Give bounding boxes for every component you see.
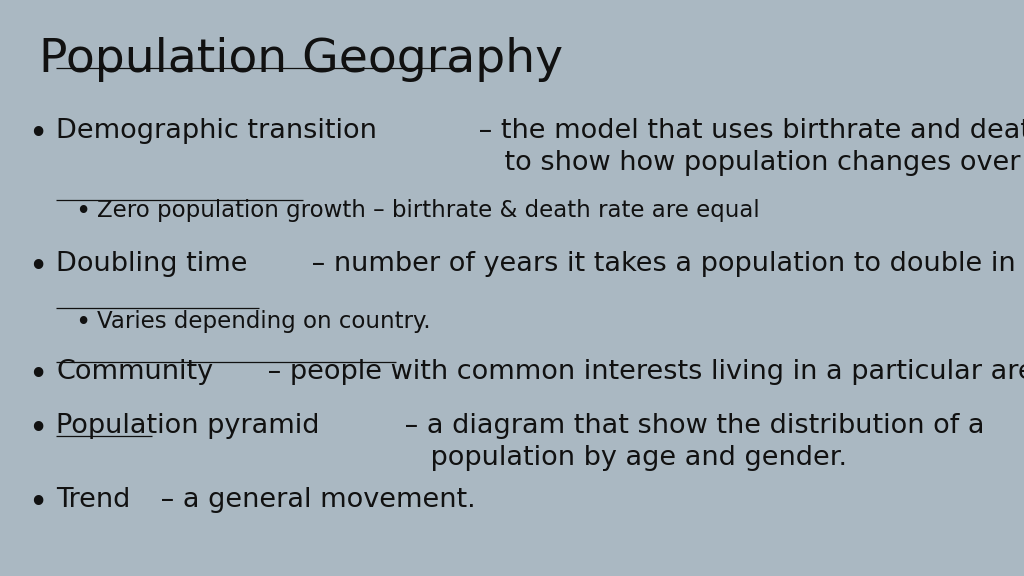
Text: Community: Community [56,359,213,385]
Text: – the model that uses birthrate and death rates
    to show how population chang: – the model that uses birthrate and deat… [470,118,1024,176]
Text: •: • [28,251,47,283]
Text: Zero population growth – birthrate & death rate are equal: Zero population growth – birthrate & dea… [97,199,760,222]
Text: – a diagram that show the distribution of a
    population by age and gender.: – a diagram that show the distribution o… [396,413,985,471]
Text: Varies depending on country.: Varies depending on country. [97,310,431,333]
Text: Doubling time: Doubling time [56,251,248,276]
Text: •: • [28,487,47,520]
Text: – a general movement.: – a general movement. [153,487,476,513]
Text: Demographic transition: Demographic transition [56,118,377,144]
Text: •: • [75,199,90,225]
Text: •: • [28,413,47,446]
Text: – number of years it takes a population to double in size.: – number of years it takes a population … [303,251,1024,276]
Text: Population Geography: Population Geography [39,37,563,82]
Text: •: • [28,359,47,392]
Text: Trend: Trend [56,487,131,513]
Text: Population pyramid: Population pyramid [56,413,319,439]
Text: •: • [75,310,90,336]
Text: – people with common interests living in a particular area.: – people with common interests living in… [259,359,1024,385]
Text: •: • [28,118,47,151]
